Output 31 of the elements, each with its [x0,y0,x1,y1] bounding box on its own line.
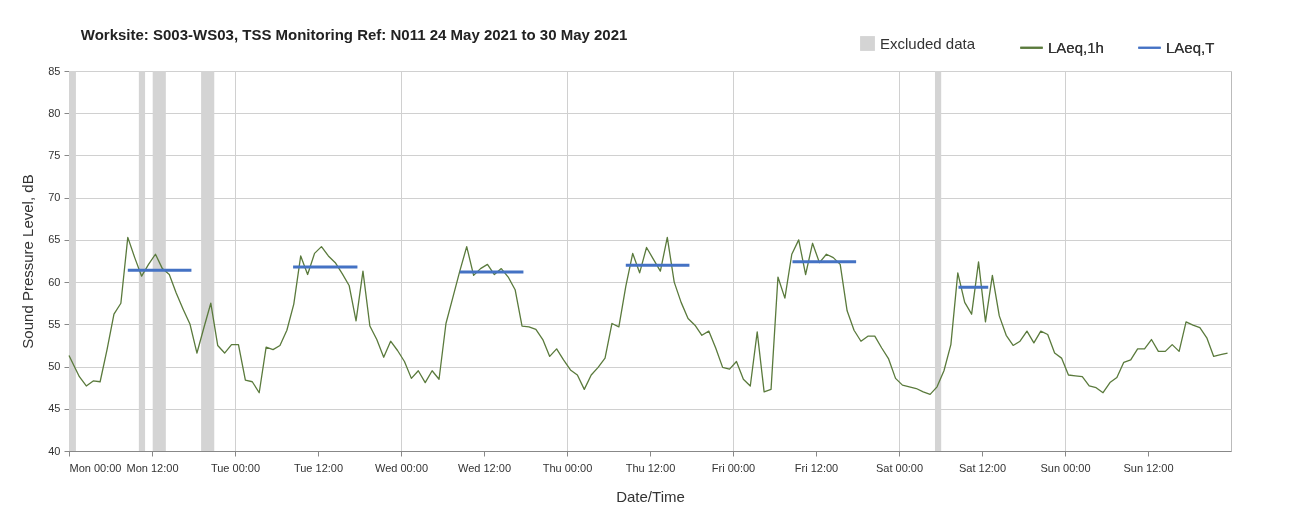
legend-label: LAeq,1h [1048,38,1104,56]
y-tick-label: 40 [48,444,61,457]
y-tick-label: 75 [48,148,61,161]
y-tick-label: 45 [48,402,61,415]
x-tick-label: Tue 12:00 [293,461,344,474]
x-tick-label: Sun 12:00 [1123,461,1174,474]
x-tick-label: Wed 00:00 [374,461,429,474]
y-tick-label: 65 [48,233,61,246]
y-tick-label: 80 [48,106,61,119]
x-tick-label: Thu 12:00 [625,461,676,474]
x-tick-label: Thu 00:00 [542,461,593,474]
x-tick-label: Mon 12:00 [126,461,179,474]
y-tick-label: 60 [48,275,61,288]
y-tick-label: 70 [48,191,61,204]
x-tick-label: Sun 00:00 [1040,461,1091,474]
chart-title: Worksite: S003-WS03, TSS Monitoring Ref: N011 24 May 2021 to 30 May 2021 [80,26,628,43]
x-tick-label: Wed 12:00 [457,461,512,474]
line-series [68,236,1229,396]
legend-label: Excluded data [880,34,976,52]
x-axis-title: Date/Time [616,487,685,505]
y-axis-title: Sound Pressure Level, dB [19,174,37,349]
x-tick-label: Sat 00:00 [875,461,924,474]
x-tick-label: Fri 00:00 [711,461,756,474]
x-tick-label: Tue 00:00 [210,461,261,474]
y-tick-label: 55 [48,317,61,330]
y-tick-label: 50 [48,360,61,373]
x-tick-label: Fri 12:00 [794,461,839,474]
x-tick-label: Sat 12:00 [958,461,1007,474]
legend-label: LAeq,T [1166,38,1215,56]
y-tick-label: 85 [48,64,61,77]
x-tick-label: Mon 00:00 [69,461,122,474]
